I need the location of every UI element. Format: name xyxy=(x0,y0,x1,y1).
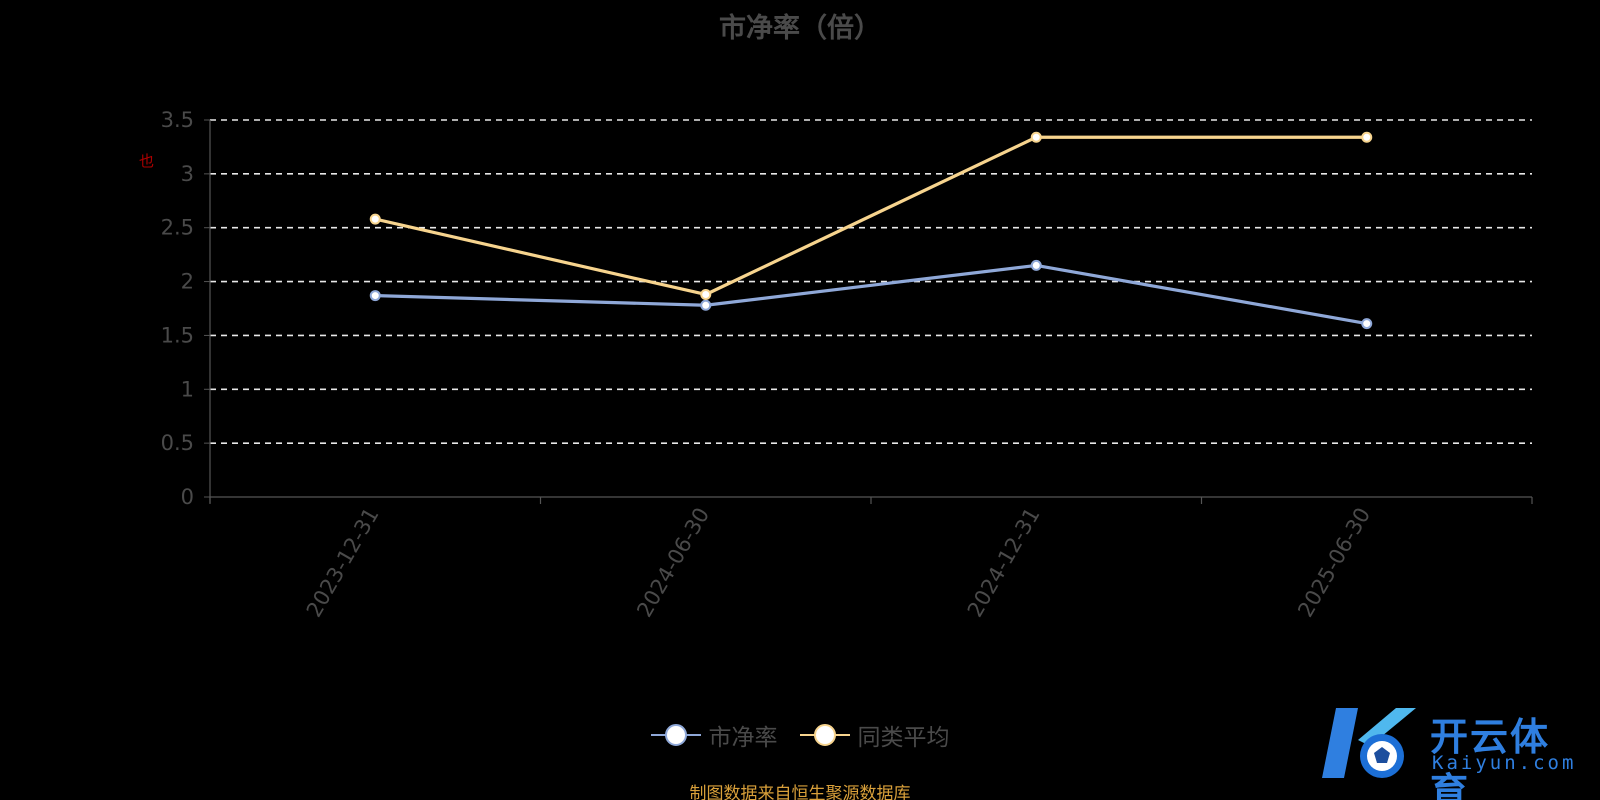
logo-mark-icon xyxy=(1322,708,1416,778)
x-tick-label: 2024-06-30 xyxy=(632,504,714,622)
x-tick-label: 2025-06-30 xyxy=(1293,504,1375,622)
legend-label-series-0: 市净率 xyxy=(708,725,778,751)
logo-text-en: Kaiyun.com xyxy=(1432,752,1577,774)
y-axis-side-mark: 也 xyxy=(139,152,155,170)
data-point-series-0[interactable] xyxy=(1361,318,1373,330)
data-point-series-0[interactable] xyxy=(369,290,381,302)
line-chart-svg: 0 0.5 1 1.5 2 2.5 3 3.5 2023-12-31 2024-06-30 2024… xyxy=(161,108,1533,622)
source-note: 制图数据来自恒生聚源数据库 xyxy=(689,784,911,800)
y-tick-label: 0 xyxy=(181,485,194,509)
data-points xyxy=(369,131,1373,330)
legend-item-series-1[interactable]: 同类平均 xyxy=(799,718,950,752)
y-tick-label: 2.5 xyxy=(161,216,194,240)
legend-item-series-0[interactable]: 市净率 xyxy=(650,718,778,752)
axes: 0 0.5 1 1.5 2 2.5 3 3.5 2023-12-31 2024-06-30 2024… xyxy=(161,108,1533,622)
y-tick-label: 0.5 xyxy=(161,431,194,455)
logo-text-cn: 开云体育 xyxy=(1430,715,1551,800)
data-point-series-1[interactable] xyxy=(700,288,712,300)
data-point-series-1[interactable] xyxy=(1030,131,1042,143)
series-line-1 xyxy=(373,135,1369,297)
legend-swatch-series-0 xyxy=(650,723,701,747)
y-tick-label: 3.5 xyxy=(161,108,194,132)
y-tick-label: 3 xyxy=(181,162,194,186)
chart-legend: 市净率 同类平均 xyxy=(0,718,1600,752)
data-point-series-0[interactable] xyxy=(700,299,712,311)
chart-title: 市净率（倍） xyxy=(719,13,881,44)
series-lines xyxy=(373,135,1369,326)
legend-swatch-series-1 xyxy=(799,723,850,747)
x-tick-label: 2024-12-31 xyxy=(963,504,1045,622)
y-tick-label: 1 xyxy=(181,377,194,401)
x-tick-label: 2023-12-31 xyxy=(302,504,384,622)
legend-label-series-1: 同类平均 xyxy=(857,725,950,751)
series-line-0 xyxy=(373,263,1369,326)
y-tick-label: 1.5 xyxy=(161,323,194,347)
grid-lines xyxy=(210,119,1532,444)
brand-logo: 开云体育 Kaiyun.com xyxy=(1318,700,1588,800)
y-tick-label: 2 xyxy=(181,270,194,294)
data-point-series-1[interactable] xyxy=(369,213,381,225)
data-point-series-1[interactable] xyxy=(1361,131,1373,143)
data-point-series-0[interactable] xyxy=(1030,259,1042,271)
